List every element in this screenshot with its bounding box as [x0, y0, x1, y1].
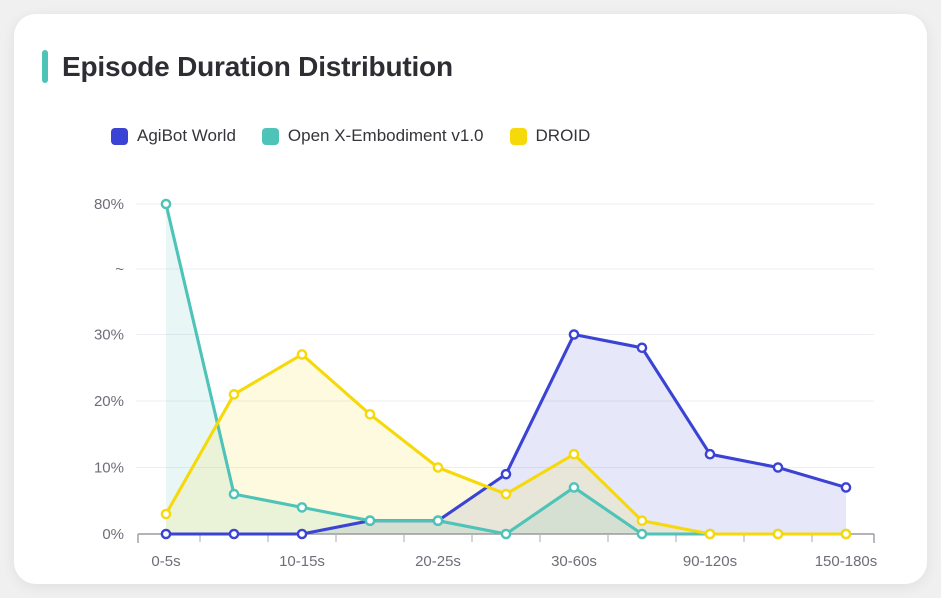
series-data-point[interactable]: [568, 482, 580, 493]
legend-swatch-icon: [261, 127, 279, 145]
x-axis-tick-label: 20-25s: [415, 553, 461, 570]
plot-area: 80% ~30% 20% 10% 0% 0-5s 10-15s 20-25s 30-60s 90…: [14, 174, 927, 584]
y-axis-tick-label: ~: [115, 261, 124, 278]
x-axis-labels-group: 0-5s 10-15s 20-25s 30-60s 90-120s 150-180s: [151, 553, 877, 570]
series-data-point[interactable]: [568, 329, 580, 340]
series-data-point[interactable]: [636, 515, 648, 527]
legend-swatch-icon: [509, 127, 527, 145]
y-axis-tick-label: 0%: [102, 526, 124, 543]
chart-card: Episode Duration Distribution AgiBot Wor…: [14, 14, 927, 584]
series-data-point[interactable]: [704, 528, 716, 540]
series-area-1: [166, 204, 846, 534]
series-data-point[interactable]: [160, 198, 172, 210]
legend-label: Open X-Embodiment v1.0: [287, 126, 484, 145]
title-accent-bar: [42, 50, 48, 83]
series-area-0: [166, 334, 846, 534]
y-axis-tick-label: 80%: [94, 196, 124, 213]
series-area-2: [166, 354, 846, 534]
series-data-point[interactable]: [296, 349, 308, 360]
series-data-point[interactable]: [160, 528, 172, 540]
series-data-point[interactable]: [840, 528, 852, 540]
series-data-point[interactable]: [296, 528, 308, 540]
series-data-point[interactable]: [636, 342, 648, 354]
series-markers-group: [160, 198, 852, 540]
legend-swatch-icon: [111, 127, 128, 145]
series-data-point[interactable]: [296, 502, 308, 513]
x-axis-tick-label: 90-120s: [683, 553, 737, 570]
series-data-point[interactable]: [364, 515, 376, 527]
y-axis-tick-label: 20%: [94, 393, 124, 410]
chart-header: Episode Duration Distribution: [42, 50, 453, 83]
series-data-point[interactable]: [228, 488, 240, 500]
series-data-point[interactable]: [228, 528, 240, 540]
y-axis-tick-label: 30%: [94, 327, 124, 344]
gridlines-group: [136, 203, 874, 468]
legend-item-droid[interactable]: DROID: [509, 126, 591, 146]
page-title: Episode Duration Distribution: [62, 50, 453, 82]
series-data-point[interactable]: [500, 488, 512, 500]
line-chart: 80% ~30% 20% 10% 0% 0-5s 10-15s 20-25s 30-60s 90…: [94, 196, 877, 570]
series-data-point[interactable]: [500, 468, 512, 480]
series-data-point[interactable]: [772, 462, 784, 473]
legend-item-agibot-world[interactable]: AgiBot World: [111, 126, 236, 146]
x-axis-tick-label: 30-60s: [551, 553, 597, 570]
series-data-point[interactable]: [704, 448, 716, 460]
series-areas-group: [166, 204, 846, 534]
x-axis-tick-label: 10-15s: [279, 553, 325, 570]
series-data-point[interactable]: [500, 528, 512, 540]
x-axis-tick-label: 0-5s: [151, 553, 180, 570]
series-data-point[interactable]: [432, 462, 444, 473]
legend-item-open-x-embodiment[interactable]: Open X-Embodiment v1.0: [261, 126, 484, 146]
y-axis-labels-group: 80% ~30% 20% 10% 0%: [94, 196, 124, 543]
series-data-point[interactable]: [772, 528, 784, 540]
series-data-point[interactable]: [228, 389, 240, 400]
y-axis-tick-label: 10%: [94, 460, 124, 477]
legend-label: AgiBot World: [137, 126, 236, 145]
x-axis-tick-label: 150-180s: [815, 553, 878, 570]
series-data-point[interactable]: [364, 408, 376, 420]
chart-legend: AgiBot World Open X-Embodiment v1.0 DROI…: [111, 126, 590, 146]
series-data-point[interactable]: [432, 515, 444, 527]
series-data-point[interactable]: [568, 448, 580, 460]
series-data-point[interactable]: [160, 508, 172, 520]
legend-label: DROID: [535, 126, 591, 145]
series-data-point[interactable]: [636, 528, 648, 540]
series-data-point[interactable]: [840, 482, 852, 493]
